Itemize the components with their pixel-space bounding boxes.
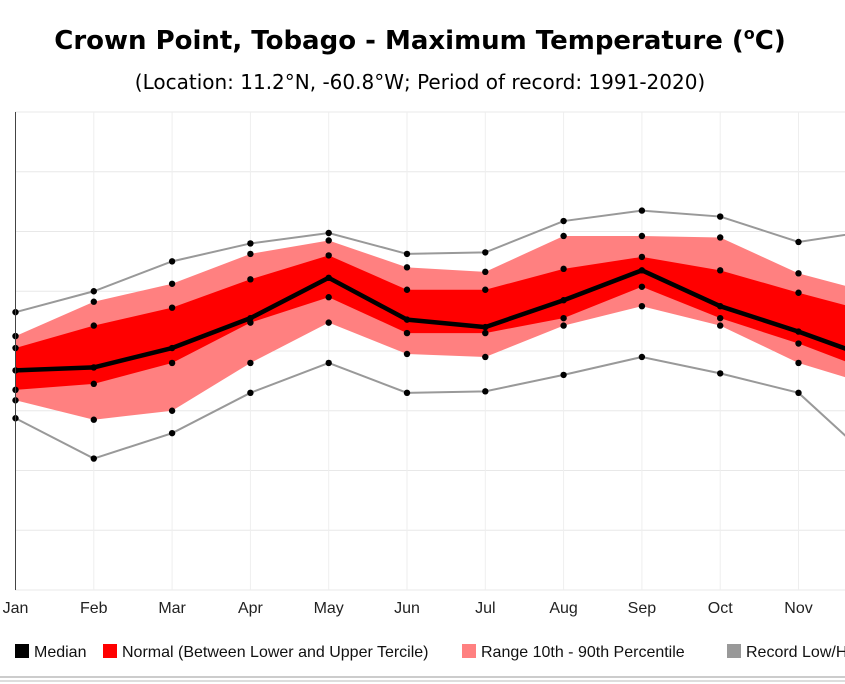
point-upper-tercile — [795, 289, 802, 296]
point-record-high — [560, 217, 567, 225]
point-p90 — [638, 232, 646, 240]
point-median — [325, 274, 332, 282]
point-lower-tercile — [325, 294, 332, 301]
point-median — [90, 364, 98, 371]
point-p10 — [795, 359, 802, 367]
point-record-low — [482, 388, 489, 395]
point-record-high — [325, 229, 332, 237]
x-tick-label: Oct — [708, 600, 733, 617]
point-lower-tercile — [403, 329, 411, 337]
chart-title: Crown Point, Tobago - Maximum Temperatur… — [54, 24, 785, 56]
point-record-low — [638, 353, 646, 361]
point-lower-tercile — [717, 314, 724, 322]
legend-swatch — [462, 644, 476, 658]
legend-label: Median — [34, 644, 86, 661]
point-lower-tercile — [795, 340, 802, 347]
legend-label: Range 10th - 90th Percentile — [481, 644, 685, 661]
legend-swatch — [727, 644, 741, 658]
point-record-low — [247, 389, 254, 397]
point-record-low — [325, 359, 332, 367]
point-record-low — [560, 371, 567, 379]
point-p10 — [717, 322, 724, 329]
point-p90 — [403, 264, 411, 271]
x-tick-label: Mar — [158, 600, 186, 617]
point-p90 — [717, 234, 724, 241]
x-tick-label: Sep — [628, 600, 657, 617]
data-points — [12, 207, 802, 462]
point-median — [638, 267, 646, 274]
point-lower-tercile — [168, 359, 176, 367]
x-tick-label: Jul — [475, 600, 495, 617]
point-lower-tercile — [638, 283, 646, 290]
record-low-line — [15, 355, 845, 460]
point-record-high — [482, 249, 489, 256]
point-upper-tercile — [325, 252, 332, 259]
point-p90 — [560, 232, 567, 240]
x-tick-label: Nov — [784, 600, 812, 617]
point-record-high — [795, 238, 802, 246]
point-p90 — [795, 270, 802, 277]
legend-label: Record Low/High — [746, 644, 845, 661]
point-p10 — [560, 322, 567, 329]
point-p90 — [325, 237, 332, 244]
point-record-high — [90, 288, 98, 295]
point-record-low — [403, 389, 411, 397]
point-record-high — [717, 213, 724, 220]
point-median — [717, 302, 724, 310]
point-p10 — [325, 319, 332, 326]
point-upper-tercile — [247, 276, 254, 283]
x-tick-label: May — [314, 600, 344, 617]
legend-label: Normal (Between Lower and Upper Tercile) — [122, 644, 429, 661]
point-lower-tercile — [247, 319, 254, 326]
point-p90 — [168, 280, 176, 287]
point-p90 — [482, 268, 489, 276]
point-median — [403, 316, 411, 323]
x-tick-label: Apr — [238, 600, 264, 617]
point-median — [795, 328, 802, 335]
point-record-high — [247, 240, 254, 247]
point-p90 — [90, 298, 98, 305]
point-median — [560, 297, 567, 304]
point-upper-tercile — [717, 267, 724, 274]
x-tick-label: Aug — [549, 600, 577, 617]
record-high-line — [15, 209, 845, 314]
x-tick-label: Jan — [3, 600, 29, 617]
point-median — [482, 323, 489, 331]
point-record-low — [717, 370, 724, 377]
point-record-high — [638, 207, 646, 214]
chart-subtitle: (Location: 11.2°N, -60.8°W; Period of re… — [135, 70, 705, 94]
series-lines — [15, 209, 845, 460]
point-record-low — [795, 389, 802, 397]
point-p10 — [482, 353, 489, 361]
x-tick-label: Feb — [80, 600, 108, 617]
point-record-high — [168, 258, 176, 265]
point-lower-tercile — [90, 380, 98, 388]
point-lower-tercile — [560, 314, 567, 322]
point-p10 — [90, 416, 98, 423]
point-median — [247, 314, 254, 322]
point-record-low — [90, 455, 98, 462]
x-axis-ticks: JanFebMarAprMayJunJulAugSepOctNovDec — [3, 600, 813, 617]
point-upper-tercile — [638, 253, 646, 261]
legend-swatch — [15, 644, 29, 658]
point-lower-tercile — [482, 329, 489, 337]
point-upper-tercile — [482, 286, 489, 293]
median-line — [15, 268, 845, 373]
point-p10 — [247, 359, 254, 367]
point-p10 — [168, 407, 176, 414]
x-tick-label: Jun — [394, 600, 420, 617]
point-record-high — [403, 250, 411, 258]
point-upper-tercile — [90, 322, 98, 329]
legend-swatch — [103, 644, 117, 658]
point-upper-tercile — [168, 304, 176, 311]
legend: Median Normal (Between Lower and Upper Te… — [15, 644, 845, 661]
point-upper-tercile — [560, 265, 567, 273]
point-record-low — [168, 429, 176, 437]
point-upper-tercile — [403, 286, 411, 293]
point-p10 — [638, 302, 646, 310]
point-p90 — [247, 250, 254, 258]
point-p10 — [403, 350, 411, 358]
point-median — [168, 344, 176, 352]
